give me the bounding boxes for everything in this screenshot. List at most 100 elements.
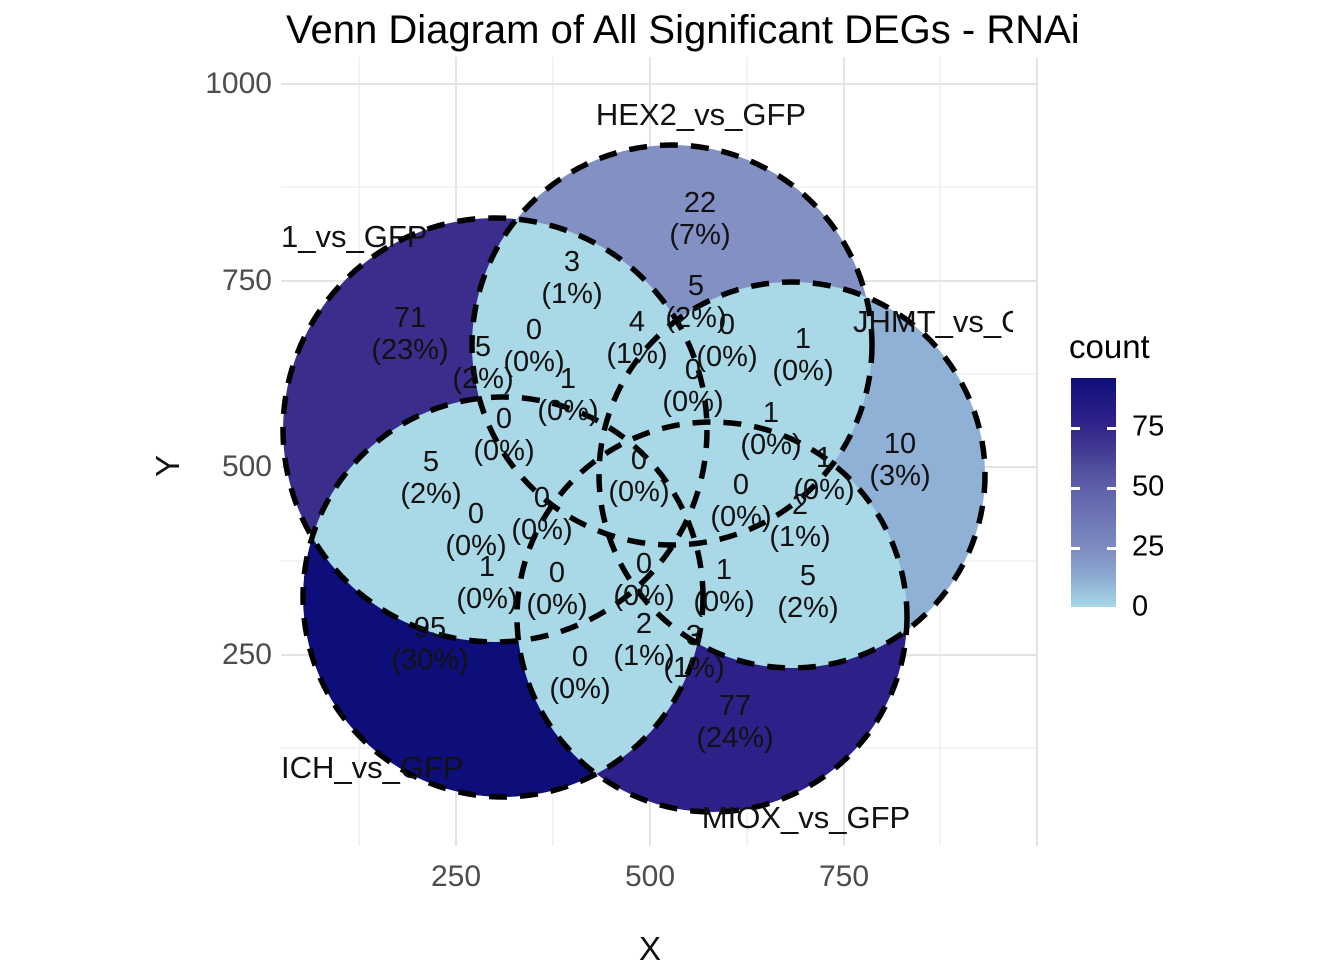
region-count: 10 xyxy=(883,428,917,460)
region-count: 0 xyxy=(571,641,589,673)
region-count: 0 xyxy=(533,482,551,514)
region-count: 1 xyxy=(715,554,733,586)
region-label-10: 5 (2%) xyxy=(452,331,513,395)
legend-tick-label-50: 50 xyxy=(1132,470,1165,503)
region-percent: (0%) xyxy=(537,395,599,427)
region-label-19: 5 (2%) xyxy=(400,446,461,510)
venn-fills xyxy=(283,145,985,812)
region-label-11: 0 (0%) xyxy=(503,314,564,378)
region-label-7: 4 (1%) xyxy=(606,306,667,370)
region-percent: (1%) xyxy=(606,338,668,370)
region-label-27: 5 (2%) xyxy=(777,560,838,624)
region-percent: (7%) xyxy=(669,219,731,251)
region-label-23: 0 (0%) xyxy=(613,548,674,612)
region-count: 2 xyxy=(791,489,809,521)
region-percent: (2%) xyxy=(400,478,462,510)
set-label-2: JHMT_vs_G xyxy=(853,304,1013,339)
region-percent: (2%) xyxy=(777,592,839,624)
region-percent: (0%) xyxy=(772,355,834,387)
region-percent: (0%) xyxy=(456,583,518,615)
region-label-18: 0 (0%) xyxy=(511,482,572,546)
region-percent: (1%) xyxy=(663,652,725,684)
region-count: 5 xyxy=(799,560,817,592)
region-percent: (0%) xyxy=(608,476,670,508)
region-count: 0 xyxy=(525,314,543,346)
region-percent: (0%) xyxy=(549,673,611,705)
region-percent: (1%) xyxy=(769,521,831,553)
region-label-9: 1 (0%) xyxy=(772,323,833,387)
region-label-14: 0 (0%) xyxy=(473,403,534,467)
region-count: 2 xyxy=(635,608,653,640)
region-percent: (1%) xyxy=(613,640,675,672)
region-label-21: 1 (0%) xyxy=(456,551,517,615)
region-count: 0 xyxy=(630,444,648,476)
y-tick-label-250: 250 xyxy=(221,638,272,671)
venn-circle-outline-0 xyxy=(280,215,710,645)
region-label-5: 3 (1%) xyxy=(541,246,602,310)
region-percent: (0%) xyxy=(662,386,724,418)
set-label-3: MIOX_vs_GFP xyxy=(701,800,911,835)
region-count: 0 xyxy=(495,403,513,435)
region-percent: (3%) xyxy=(869,460,931,492)
region-label-28: 0 (0%) xyxy=(549,641,610,705)
region-percent: (0%) xyxy=(473,435,535,467)
venn-circle-outline-1 xyxy=(469,142,875,548)
legend-tick-mark xyxy=(1107,487,1116,490)
region-count: 5 xyxy=(474,331,492,363)
region-count: 1 xyxy=(559,363,577,395)
set-label-4: ICH_vs_GFP xyxy=(281,750,464,785)
region-percent: (24%) xyxy=(696,722,774,754)
set-label-1: HEX2_vs_GFP xyxy=(595,97,807,132)
region-count: 0 xyxy=(718,309,736,341)
region-percent: (2%) xyxy=(452,363,514,395)
region-percent: (23%) xyxy=(371,334,449,366)
region-percent: (30%) xyxy=(391,644,469,676)
region-percent: (2%) xyxy=(665,302,727,334)
region-percent: (0%) xyxy=(696,341,758,373)
region-label-29: 2 (1%) xyxy=(613,608,674,672)
region-label-0: 71 (23%) xyxy=(371,302,448,366)
venn-unique-region-4 xyxy=(303,397,703,797)
region-count: 0 xyxy=(732,469,750,501)
region-count: 5 xyxy=(687,270,705,302)
region-label-15: 0 (0%) xyxy=(608,444,669,508)
legend-tick-label-75: 75 xyxy=(1132,410,1165,443)
region-label-6: 5 (2%) xyxy=(665,270,726,334)
region-label-17: 1 (0%) xyxy=(793,442,854,506)
region-count: 0 xyxy=(467,498,485,530)
y-tick-label-750: 750 xyxy=(221,264,272,297)
region-count: 5 xyxy=(422,446,440,478)
region-percent: (0%) xyxy=(526,589,588,621)
legend-tick-label-25: 25 xyxy=(1132,530,1165,563)
legend-tick-mark xyxy=(1107,547,1116,550)
legend-tick-label-0: 0 xyxy=(1132,590,1149,623)
region-count: 77 xyxy=(718,690,752,722)
region-label-8: 0 (0%) xyxy=(696,309,757,373)
y-tick-label-500: 500 xyxy=(221,450,272,483)
region-count: 1 xyxy=(794,323,812,355)
plot-title: Venn Diagram of All Significant DEGs - R… xyxy=(286,8,1080,52)
venn-circle-outline-4 xyxy=(300,394,706,800)
region-label-16: 1 (0%) xyxy=(740,397,801,461)
region-count: 4 xyxy=(628,306,646,338)
region-count: 1 xyxy=(478,551,496,583)
x-tick-label-250: 250 xyxy=(430,860,482,893)
region-label-26: 2 (1%) xyxy=(769,489,830,553)
region-percent: (0%) xyxy=(710,501,772,533)
region-percent: (0%) xyxy=(793,474,855,506)
region-percent: (1%) xyxy=(541,278,603,310)
region-label-2: 10 (3%) xyxy=(869,428,930,492)
legend-tick-mark xyxy=(1071,547,1080,550)
region-count: 1 xyxy=(762,397,780,429)
venn-circle-outline-3 xyxy=(514,419,910,815)
region-label-30: 3 (1%) xyxy=(663,620,724,684)
venn-circle-outline-2 xyxy=(596,279,988,671)
region-label-13: 0 (0%) xyxy=(662,354,723,418)
region-percent: (0%) xyxy=(503,346,565,378)
legend-tick-mark xyxy=(1071,487,1080,490)
region-label-25: 0 (0%) xyxy=(710,469,771,533)
region-count: 95 xyxy=(413,612,447,644)
